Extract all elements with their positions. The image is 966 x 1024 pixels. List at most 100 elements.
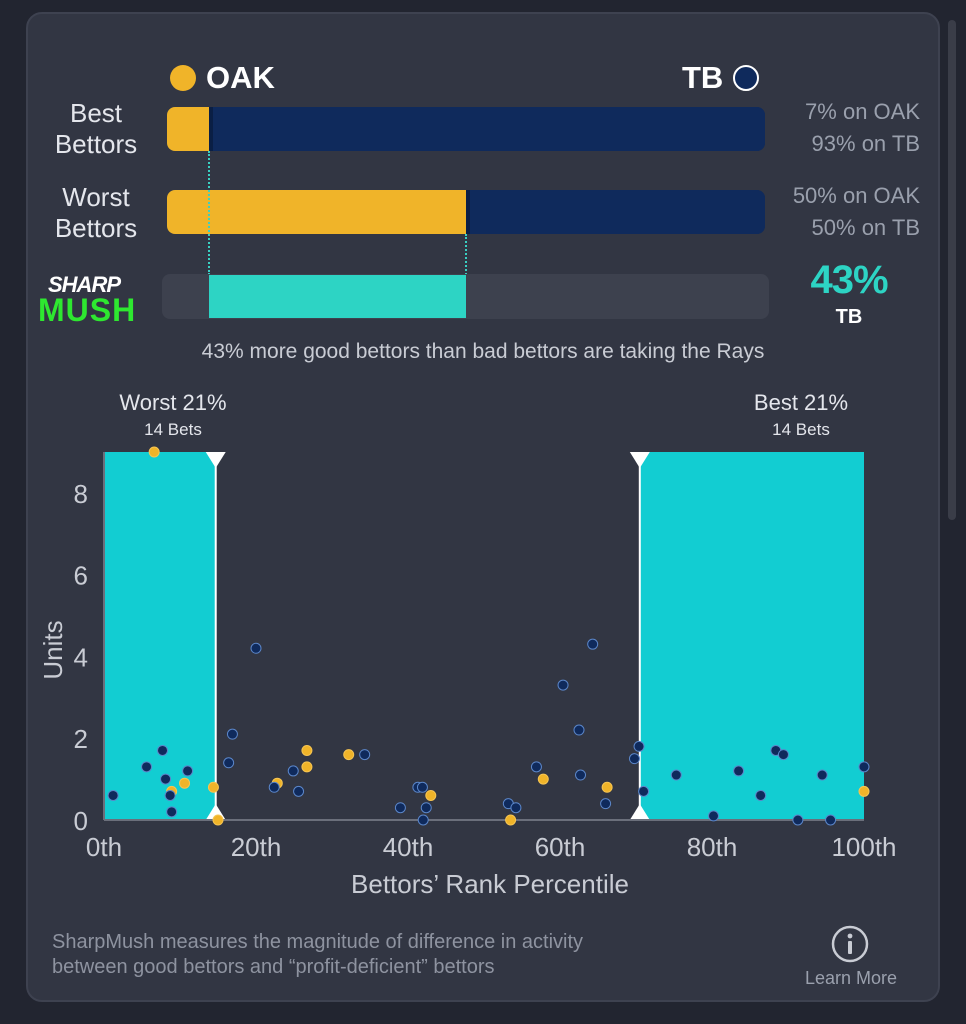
- scatter-point-tb: [708, 810, 720, 822]
- best-bettors-label-line1: Best: [69, 98, 123, 128]
- info-icon[interactable]: [830, 924, 870, 964]
- best-split-guide-line: [207, 151, 210, 275]
- team-oak-name: OAK: [206, 60, 275, 95]
- region-subtitle-0: 14 Bets: [144, 420, 202, 439]
- footer-description: SharpMush measures the magnitude of diff…: [52, 930, 772, 980]
- scatter-point-tb: [416, 781, 428, 793]
- scatter-point-oak: [148, 446, 160, 458]
- y-tick-label: 6: [74, 561, 88, 591]
- sharpmush-summary: 43% more good bettors than bad bettors a…: [201, 340, 765, 363]
- scatter-point-tb: [633, 740, 645, 752]
- scatter-point-oak: [179, 777, 191, 789]
- scatter-point-tb: [733, 765, 745, 777]
- y-axis-label: Units: [38, 620, 68, 679]
- logo-sharp-text: SHARP: [48, 272, 121, 297]
- worst-bettors-tb-segment: [466, 190, 765, 234]
- scatter-point-tb: [573, 724, 585, 736]
- scatter-point-tb: [287, 765, 299, 777]
- best-bettors-oak-pct: 7% on OAK: [805, 99, 920, 124]
- x-tick-label: 20th: [231, 832, 282, 862]
- best-bettors-oak-segment: [167, 107, 209, 151]
- scatter-point-tb: [107, 789, 119, 801]
- footer-text-line1: SharpMush measures the magnitude of diff…: [52, 931, 584, 953]
- worst-bettors-tb-pct: 50% on TB: [811, 215, 920, 240]
- x-tick-label: 60th: [535, 832, 586, 862]
- scatter-point-tb: [557, 679, 569, 691]
- worst-bettors-oak-segment: [167, 190, 466, 234]
- scatter-point-tb: [825, 814, 837, 826]
- scatter-point-tb: [600, 798, 612, 810]
- scatter-point-oak: [301, 761, 313, 773]
- highlight-region-1: [639, 452, 864, 820]
- best-bettors-label: Best Bettors: [40, 98, 152, 160]
- sharpmush-logo: SHARP MUSH: [34, 272, 152, 328]
- scatter-point-tb: [638, 785, 650, 797]
- learn-more-link[interactable]: Learn More: [804, 968, 898, 988]
- worst-bettors-percentages: 50% on OAK 50% on TB: [770, 180, 920, 244]
- sharpmush-diff-value: 43%: [810, 258, 888, 302]
- scatter-point-oak: [301, 744, 313, 756]
- x-axis-label: Bettors’ Rank Percentile: [351, 869, 629, 899]
- team-tb-header: TB: [682, 60, 760, 96]
- scatter-point-oak: [537, 773, 549, 785]
- scatter-point-tb: [394, 802, 406, 814]
- scatter-point-oak: [601, 781, 613, 793]
- scatter-point-tb: [268, 781, 280, 793]
- scatter-point-tb: [164, 789, 176, 801]
- region-subtitle-1: 14 Bets: [772, 420, 830, 439]
- best-bettors-label-line2: Bettors: [54, 129, 138, 159]
- y-tick-label: 0: [74, 806, 88, 836]
- scatter-point-tb: [858, 761, 870, 773]
- best-bettors-tb-segment: [208, 107, 765, 151]
- scatter-point-tb: [792, 814, 804, 826]
- y-tick-label: 4: [74, 642, 88, 672]
- scatter-point-oak: [505, 814, 517, 826]
- scatter-point-tb: [223, 757, 235, 769]
- worst-bettors-label-line2: Bettors: [54, 213, 138, 243]
- scrollbar[interactable]: [948, 20, 956, 520]
- team-tb-name: TB: [682, 60, 724, 95]
- logo-mush-text: MUSH: [38, 292, 137, 328]
- scatter-point-tb: [510, 802, 522, 814]
- worst-split-guide-line: [465, 234, 467, 275]
- scatter-point-tb: [777, 749, 789, 761]
- scatter-point-tb: [141, 761, 153, 773]
- tb-color-dot: [733, 65, 760, 91]
- worst-bettors-oak-pct: 50% on OAK: [792, 183, 920, 208]
- scatter-point-tb: [293, 785, 305, 797]
- scatter-point-tb: [160, 773, 172, 785]
- worst-bettors-label: Worst Bettors: [40, 182, 152, 244]
- best-bettors-bar: [167, 107, 765, 151]
- scatter-point-tb: [166, 806, 178, 818]
- x-tick-label: 0th: [86, 832, 122, 862]
- region-handle-top-0: [205, 452, 226, 468]
- worst-bettors-label-line1: Worst: [62, 182, 130, 212]
- scatter-point-tb: [226, 728, 238, 740]
- scatter-point-oak: [207, 781, 219, 793]
- scatter-point-tb: [670, 769, 682, 781]
- x-tick-label: 100th: [831, 832, 896, 862]
- scatter-point-oak: [425, 789, 437, 801]
- scatter-point-tb: [530, 761, 542, 773]
- x-tick-label: 40th: [383, 832, 434, 862]
- scatter-point-tb: [587, 638, 599, 650]
- best-bettors-percentages: 7% on OAK 93% on TB: [770, 96, 920, 160]
- region-title-0: Worst 21%: [119, 390, 226, 415]
- scatter-point-tb: [157, 744, 169, 756]
- scatter-point-oak: [343, 749, 355, 761]
- best-bettors-tb-pct: 93% on TB: [811, 131, 920, 156]
- team-oak-header: OAK: [170, 60, 275, 96]
- sharpmush-diff-fill: [208, 275, 466, 318]
- highlight-region-0: [104, 452, 216, 820]
- scatter-point-tb: [575, 769, 587, 781]
- scatter-point-tb: [182, 765, 194, 777]
- scatter-point-tb: [417, 814, 429, 826]
- footer-text-line2: between good bettors and “profit-deficie…: [52, 956, 495, 978]
- scatter-point-tb: [755, 789, 767, 801]
- oak-color-dot: [170, 65, 196, 91]
- region-handle-bottom-1: [629, 804, 650, 820]
- region-handle-top-1: [629, 452, 650, 468]
- y-tick-label: 2: [74, 724, 88, 754]
- scatter-point-tb: [816, 769, 828, 781]
